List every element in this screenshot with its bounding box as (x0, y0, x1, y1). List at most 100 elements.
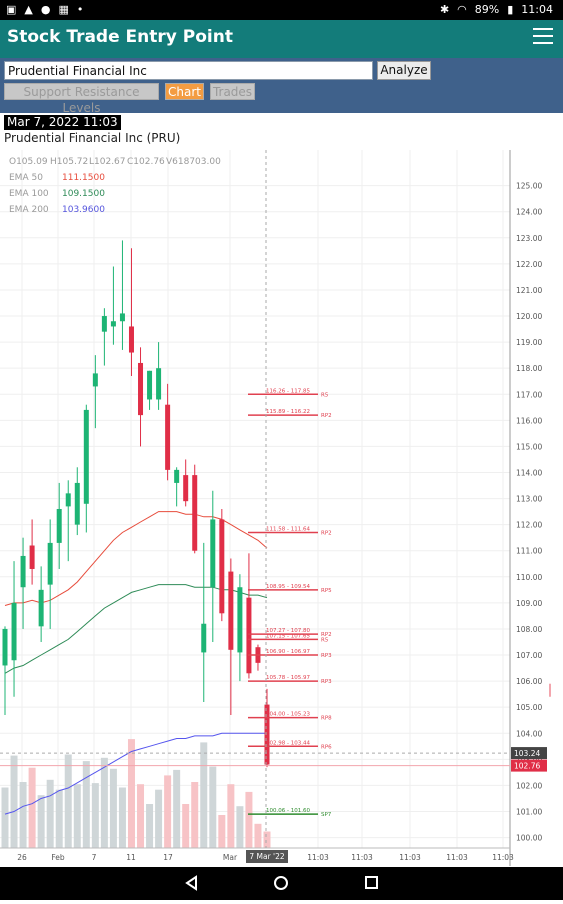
candle-body (128, 326, 134, 353)
y-tick-label: 117.00 (516, 390, 542, 399)
status-right-icons: ✱ ◠ 89% ▮ 11:04 (440, 3, 553, 16)
chart-area[interactable]: Mar 7, 2022 11:03 Prudential Financial I… (0, 113, 563, 867)
sr-level-tag: RP2 (321, 632, 332, 638)
warning-icon: ▲ (24, 3, 33, 16)
y-tick-label: 100.00 (516, 834, 542, 843)
volume-bar (263, 831, 271, 848)
candle-body (174, 469, 180, 483)
y-tick-label: 115.00 (516, 442, 542, 451)
volume-bar (191, 782, 199, 848)
y-tick-label: 106.00 (516, 677, 542, 686)
sr-level-range: 108.95 - 109.54 (266, 584, 310, 590)
crosshair-date-bg (246, 850, 288, 863)
volume-bar (19, 782, 27, 848)
ohlc-legend: O105.09 H105.72 L102.67 C102.76 V618703.… (9, 157, 221, 167)
sr-level-range: 102.98 - 103.44 (266, 740, 310, 746)
legend-low: L102.67 (89, 157, 126, 167)
sr-level-range: 116.26 - 117.85 (266, 388, 310, 394)
photo-icon: ▦ (58, 3, 69, 16)
ema100-label: EMA 100 (9, 189, 49, 199)
sr-level-tag: SP7 (321, 812, 332, 818)
candlestick-chart[interactable]: 116.26 - 117.85 R5 115.89 - 116.22 RP2 111.5… (0, 113, 563, 867)
volume-bar (236, 806, 244, 848)
candle-body (110, 321, 116, 327)
x-tick-label: 11:03 (399, 853, 421, 862)
volume-bar (218, 815, 226, 848)
candle-body (264, 704, 270, 765)
volume-bar (109, 768, 117, 848)
x-tick-label: 11:03 (351, 853, 373, 862)
volume-bar (245, 791, 253, 848)
volume-bar (182, 804, 190, 848)
y-tick-label: 120.00 (516, 312, 542, 321)
candle-body (11, 602, 17, 661)
candle-body (201, 623, 207, 653)
axes: 125.00 124.00 123.00 122.00 121.00 120.00 119.… (0, 150, 551, 866)
volume-bar (118, 787, 126, 848)
y-tick-label: 108.00 (516, 625, 542, 634)
status-bar: ▣ ▲ ● ▦ • ✱ ◠ 89% ▮ 11:04 (0, 0, 563, 20)
candle-body (165, 404, 171, 470)
y-tick-label: 121.00 (516, 286, 542, 295)
sr-level-range: 111.58 - 111.64 (266, 526, 310, 532)
candle-body (92, 373, 98, 387)
location-icon: ● (40, 3, 51, 16)
y-tick-label: 111.00 (516, 547, 542, 556)
volume-bar (155, 789, 163, 848)
volume-bar (173, 769, 181, 848)
home-icon[interactable] (274, 876, 288, 890)
candle-body (83, 409, 89, 504)
controls-panel: Analyze Support Resistance Levels Chart … (0, 58, 563, 115)
ema-legend: EMA 50 111.1500 EMA 100 109.1500 EMA 200… (9, 173, 105, 215)
x-tick-label: Feb (51, 853, 65, 862)
crosshair-timestamp: Mar 7, 2022 11:03 (4, 115, 121, 130)
ema100-value: 109.1500 (62, 189, 105, 199)
hamburger-menu-icon[interactable] (533, 28, 553, 46)
candle-body (74, 482, 80, 525)
y-tick-label: 125.00 (516, 182, 542, 191)
back-icon[interactable] (185, 875, 197, 891)
y-tick-label: 105.00 (516, 703, 542, 712)
recents-icon[interactable] (365, 876, 378, 889)
chart-title: Prudential Financial Inc (PRU) (4, 131, 181, 145)
volume-bar (200, 742, 208, 848)
candle-body (38, 589, 44, 627)
crosshair-date-label: 7 Mar '22 (249, 852, 285, 861)
candle-body (119, 313, 125, 322)
analyze-button[interactable]: Analyze (377, 61, 431, 80)
ema200-line (4, 732, 267, 815)
sr-level-range: 107.15 - 107.65 (266, 633, 310, 639)
legend-close: C102.76 (127, 157, 165, 167)
y-tick-label: 107.00 (516, 651, 542, 660)
symbol-search-input[interactable] (4, 61, 373, 80)
y-tick-label: 116.00 (516, 416, 542, 425)
tab-chart[interactable]: Chart (165, 83, 204, 100)
volume-bar (146, 804, 154, 848)
candle-body (65, 493, 71, 507)
tab-support-resistance[interactable]: Support Resistance Levels (4, 83, 159, 115)
sr-level-tag: R5 (321, 392, 329, 398)
candle-body (192, 475, 198, 551)
wifi-icon: ◠ (457, 3, 467, 16)
x-tick-label: 11 (126, 853, 136, 862)
volume-bar (209, 766, 217, 848)
app-title: Stock Trade Entry Point (7, 27, 233, 47)
y-tick-label: 118.00 (516, 364, 542, 373)
sr-levels: 116.26 - 117.85 R5 115.89 - 116.22 RP2 111.5… (248, 388, 332, 818)
bluetooth-icon: ✱ (439, 3, 450, 16)
tab-trades[interactable]: Trades (210, 83, 255, 100)
x-tick-label: 11:03 (492, 853, 514, 862)
x-tick-label: 26 (17, 853, 27, 862)
volume-bar (1, 787, 9, 848)
ema200-label: EMA 200 (9, 205, 49, 215)
notification-icon: ▣ (6, 3, 17, 16)
volume-bar (37, 795, 45, 848)
candle-body (147, 370, 153, 400)
y-tick-label: 114.00 (516, 468, 542, 477)
ema50-label: EMA 50 (9, 173, 43, 183)
clock: 11:04 (521, 3, 553, 16)
y-tick-label: 102.00 (516, 781, 542, 790)
x-tick-label: 7 (92, 853, 97, 862)
volume-bar (91, 783, 99, 848)
y-tick-label: 113.00 (516, 495, 542, 504)
